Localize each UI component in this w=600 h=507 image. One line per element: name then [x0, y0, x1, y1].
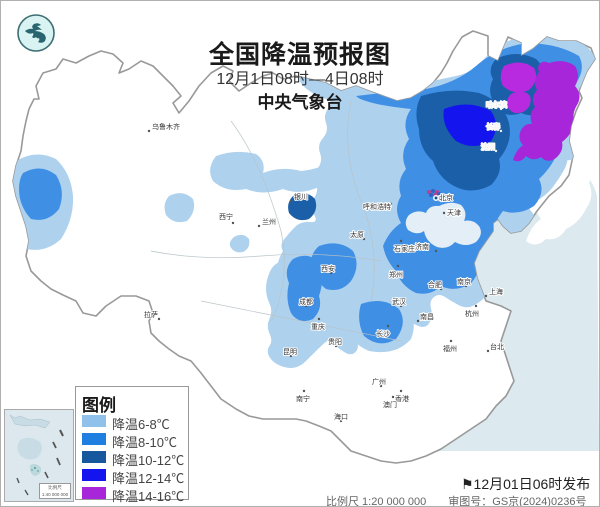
- svg-text:长沙: 长沙: [376, 329, 390, 338]
- svg-text:贵阳: 贵阳: [328, 337, 342, 346]
- svg-text:广州: 广州: [372, 377, 386, 386]
- svg-text:西宁: 西宁: [219, 212, 233, 221]
- svg-text:杭州: 杭州: [465, 309, 479, 318]
- svg-text:兰州: 兰州: [262, 217, 276, 226]
- svg-text:银川: 银川: [294, 192, 308, 201]
- svg-text:北京: 北京: [439, 193, 453, 202]
- svg-text:福州: 福州: [443, 344, 457, 353]
- svg-text:天津: 天津: [447, 209, 461, 217]
- svg-text:澳门: 澳门: [383, 400, 397, 409]
- svg-text:香港: 香港: [395, 394, 409, 403]
- svg-text:南京: 南京: [457, 277, 471, 286]
- svg-text:成都: 成都: [299, 297, 313, 306]
- svg-text:上海: 上海: [489, 287, 503, 296]
- svg-text:武汉: 武汉: [392, 297, 406, 306]
- svg-text:昆明: 昆明: [283, 348, 297, 356]
- svg-text:重庆: 重庆: [311, 322, 325, 331]
- svg-text:南宁: 南宁: [296, 394, 310, 403]
- svg-text:石家庄: 石家庄: [394, 244, 415, 253]
- svg-text:乌鲁木齐: 乌鲁木齐: [152, 122, 180, 131]
- svg-text:西安: 西安: [321, 264, 335, 273]
- svg-text:郑州: 郑州: [389, 271, 403, 279]
- svg-text:太原: 太原: [350, 230, 364, 239]
- svg-text:台北: 台北: [490, 342, 504, 351]
- svg-text:南昌: 南昌: [420, 312, 434, 321]
- svg-text:呼和浩特: 呼和浩特: [363, 202, 391, 211]
- svg-text:海口: 海口: [334, 412, 348, 421]
- svg-text:拉萨: 拉萨: [144, 310, 158, 319]
- svg-text:长春: 长春: [486, 122, 500, 131]
- svg-text:沈阳: 沈阳: [481, 142, 495, 151]
- svg-text:济南: 济南: [415, 242, 429, 251]
- svg-text:合肥: 合肥: [428, 280, 442, 289]
